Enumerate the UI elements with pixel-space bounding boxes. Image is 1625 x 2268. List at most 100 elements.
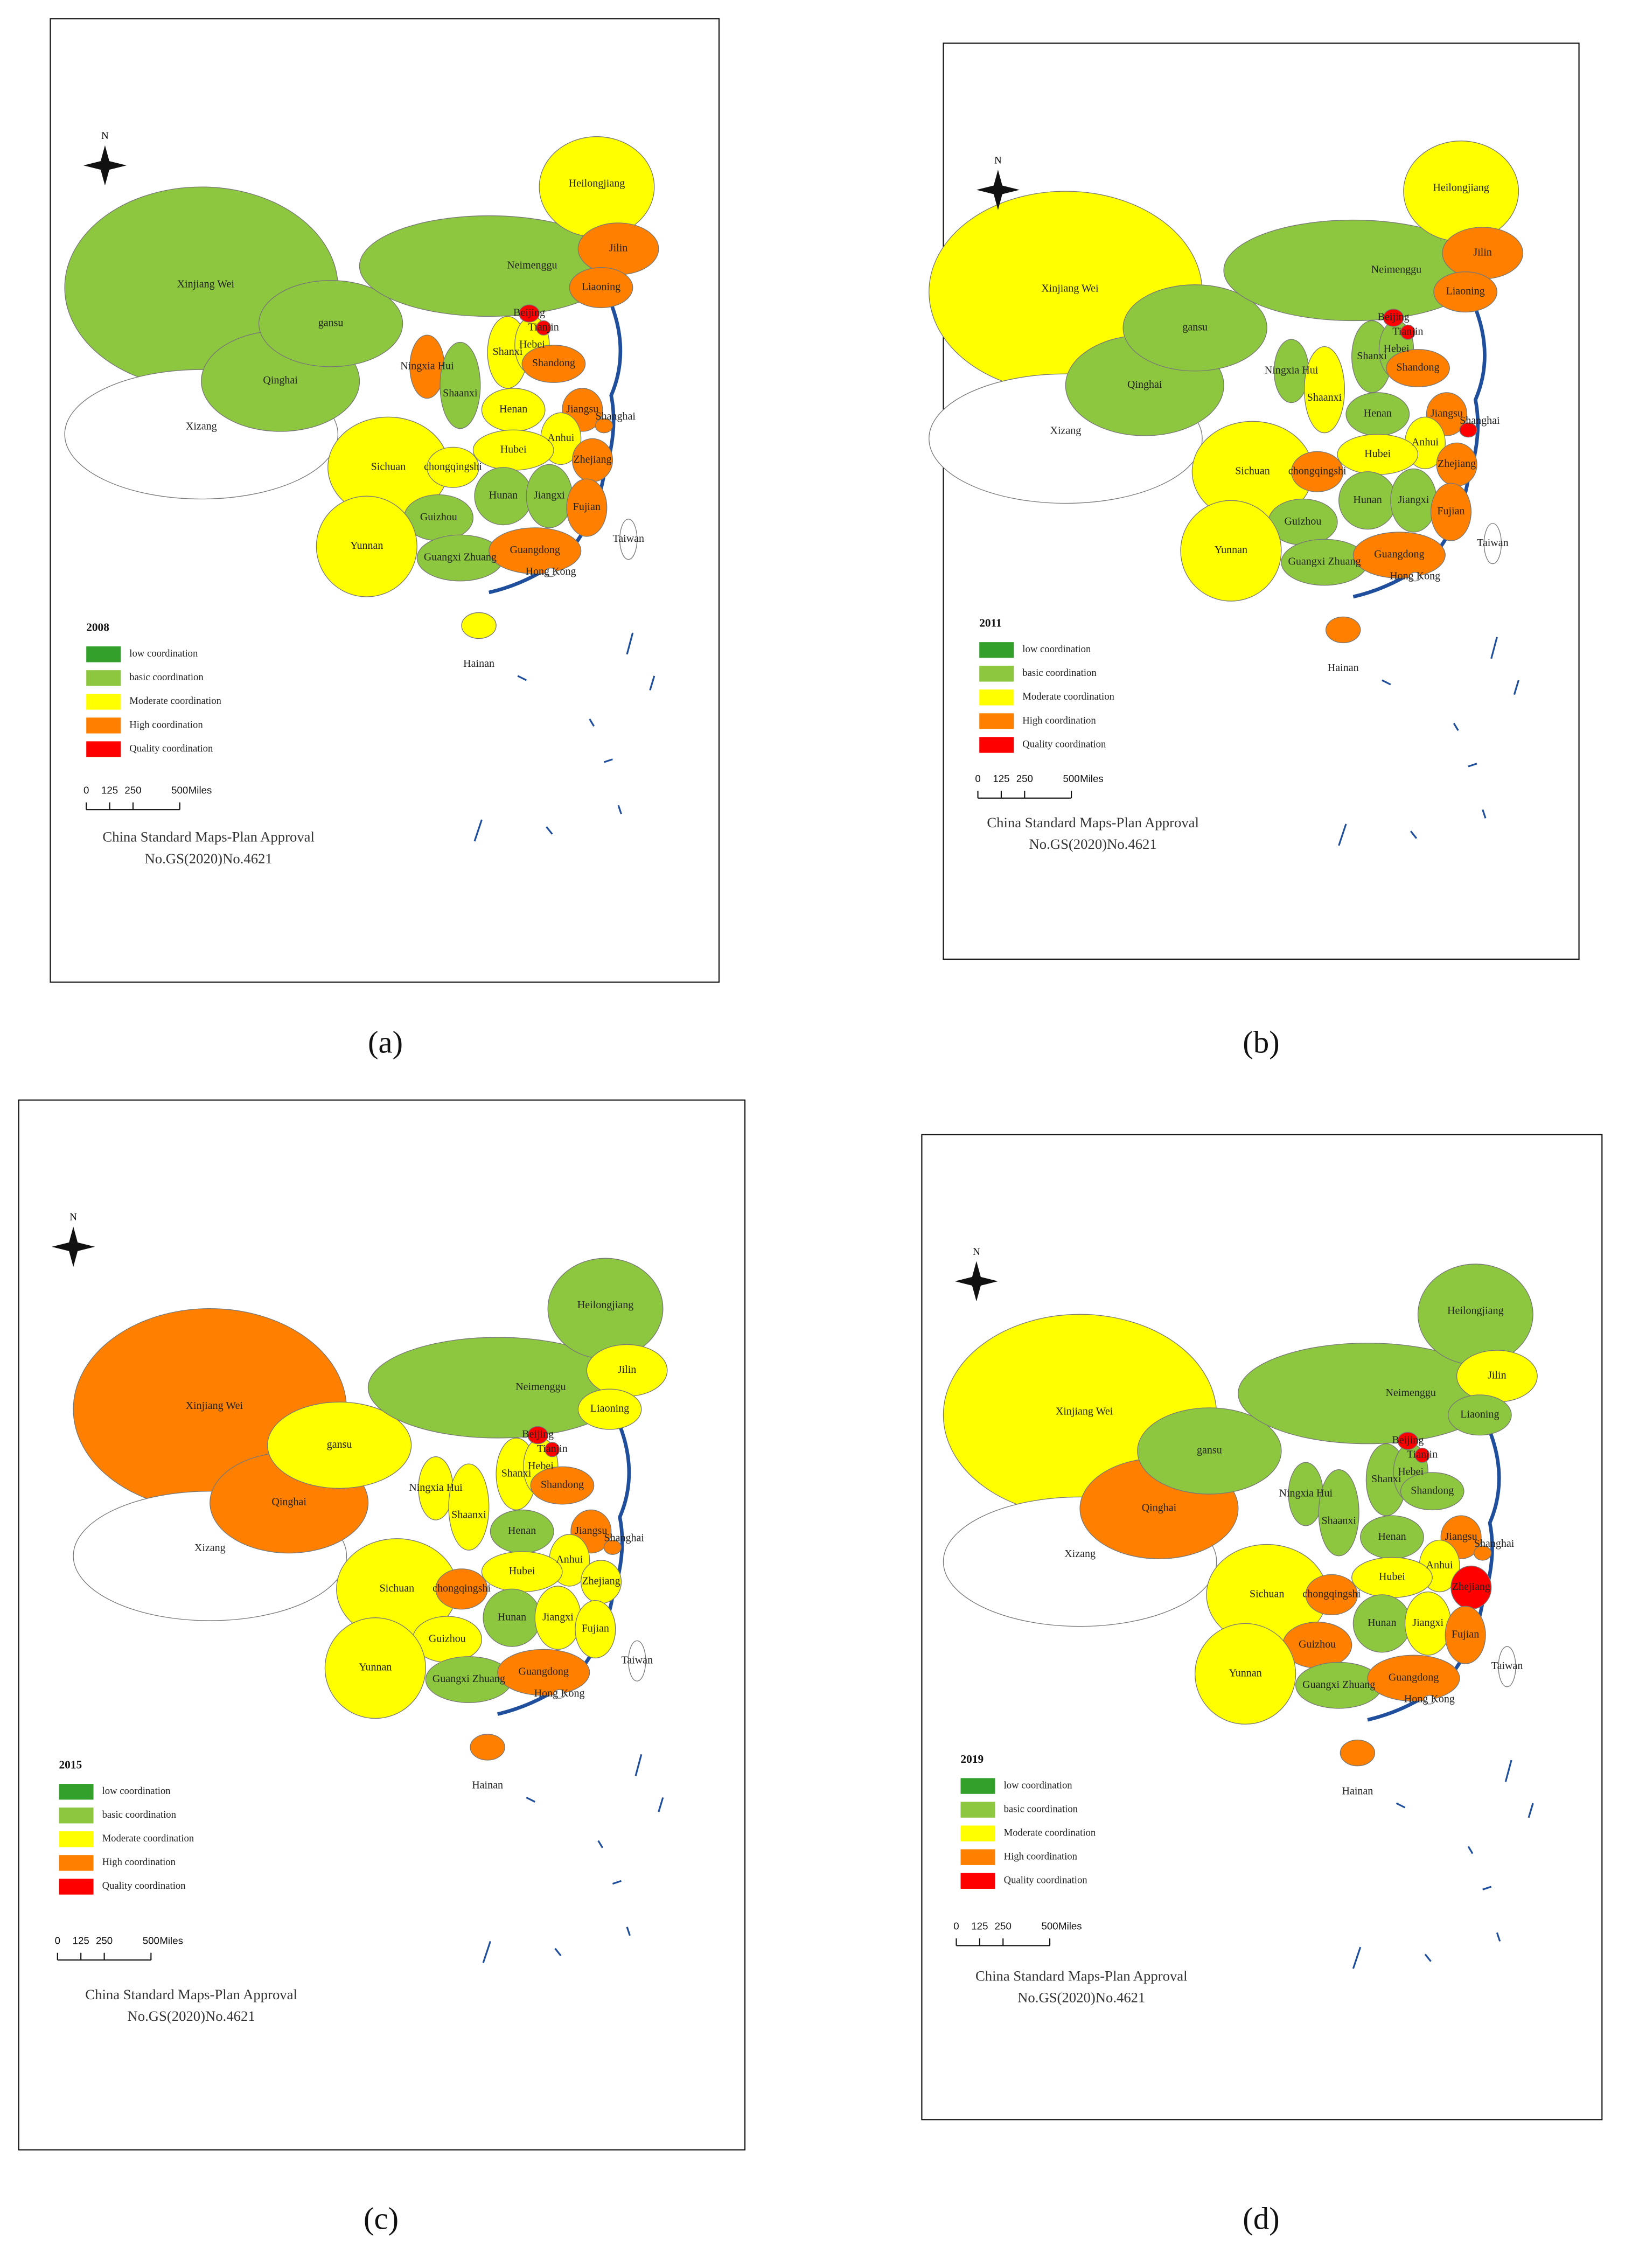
map-panel: Xinjiang Wei Xizang Qinghai gansu Neimenggu H… — [50, 18, 720, 983]
province — [1325, 616, 1361, 644]
island — [526, 1797, 535, 1803]
legend-swatch — [59, 1879, 94, 1895]
province-label: Xizang — [1064, 1548, 1096, 1560]
province-label: Heilongjiang — [577, 1299, 634, 1311]
legend-swatch — [59, 1831, 94, 1847]
province-label: Jilin — [1488, 1370, 1506, 1381]
province-label: Hainan — [1328, 662, 1359, 674]
scale-label: 0 — [953, 1921, 959, 1932]
approval-note: No.GS(2020)No.4621 — [1017, 1989, 1145, 2005]
province — [324, 1617, 426, 1719]
province — [519, 304, 540, 323]
province — [1483, 523, 1502, 564]
province — [545, 567, 557, 577]
island — [1396, 1802, 1406, 1809]
province-label: Anhui — [1412, 436, 1439, 448]
island — [1528, 1803, 1534, 1818]
province-label: Zhejiang — [1438, 458, 1476, 470]
province — [1352, 532, 1446, 579]
province-label: Qinghai — [271, 1496, 306, 1508]
province — [521, 345, 586, 383]
province-label: chongqingshi — [1288, 465, 1347, 477]
province-label: Guangdong — [1374, 548, 1424, 560]
province — [1447, 1394, 1512, 1436]
map: Xinjiang Wei Xizang Qinghai gansu Neimenggu H… — [73, 1258, 668, 1963]
legend-swatch — [960, 1873, 995, 1889]
province — [603, 1539, 622, 1555]
province-label: Taiwan — [612, 533, 644, 545]
province-label: Shaanxi — [1321, 1515, 1356, 1526]
scale-unit: Miles — [189, 784, 212, 795]
legend-year: 2019 — [961, 1753, 984, 1765]
map-panel: Xinjiang Wei Xizang Qinghai gansu Neimenggu H… — [921, 1134, 1603, 2120]
legend-swatch — [979, 737, 1014, 753]
legend-label: High coordination — [102, 1857, 176, 1868]
province — [461, 612, 497, 639]
province-label: Jiangsu — [1431, 408, 1463, 420]
province — [1445, 1606, 1486, 1664]
legend-swatch — [960, 1778, 995, 1794]
province-label: Guizhou — [429, 1632, 466, 1644]
scale-label: 0 — [55, 1935, 60, 1946]
island — [634, 1754, 643, 1776]
province-label: Hubei — [1364, 448, 1391, 459]
province-label: Sichuan — [1235, 465, 1270, 477]
province-label: Fujian — [582, 1623, 609, 1635]
province-label: Heilongjiang — [569, 177, 625, 189]
province-label: Taiwan — [621, 1654, 653, 1666]
province-label: Tianjin — [1392, 325, 1423, 337]
province-label: Shandong — [1396, 361, 1439, 373]
legend-swatch — [59, 1855, 94, 1871]
province-label: Qinghai — [1142, 1502, 1177, 1513]
province-label: Anhui — [547, 432, 574, 444]
province — [1305, 1574, 1358, 1616]
province-label: Ningxia Hui — [1265, 364, 1319, 376]
province — [448, 1463, 490, 1551]
approval-note: China Standard Maps-Plan Approval — [85, 1986, 297, 2002]
province-label: Jiangxi — [1412, 1617, 1443, 1629]
island — [1467, 1846, 1474, 1854]
province — [316, 496, 417, 597]
province-label: Hunan — [1368, 1617, 1396, 1629]
province-label: Yunnan — [1229, 1667, 1262, 1679]
province — [619, 519, 638, 560]
legend-swatch — [960, 1825, 995, 1841]
province-label: Guangdong — [519, 1666, 569, 1678]
province-label: Hainan — [472, 1779, 503, 1791]
island — [603, 758, 613, 763]
province-label: Guizhou — [1284, 515, 1321, 527]
island — [517, 675, 527, 681]
province-label: Neimenggu — [515, 1381, 566, 1393]
province-label: Sichuan — [1250, 1588, 1284, 1600]
province-label: Neimenggu — [1371, 264, 1421, 276]
legend-swatch — [979, 713, 1014, 729]
province-label: Jiangsu — [575, 1525, 607, 1537]
province-label: Henan — [499, 403, 527, 415]
province-label: Neimenggu — [1385, 1387, 1435, 1399]
province — [1122, 284, 1267, 372]
compass-n: N — [101, 130, 109, 142]
province — [258, 280, 403, 367]
province — [566, 478, 608, 537]
province-label: Hainan — [1342, 1785, 1373, 1797]
province — [1367, 1655, 1460, 1702]
province-label: Tianjin — [528, 321, 559, 333]
province-label: Hebei — [1398, 1466, 1424, 1478]
province — [1400, 324, 1415, 340]
legend-year: 2011 — [979, 617, 1002, 630]
province-label: Guangdong — [510, 544, 560, 556]
legend-label: basic coordination — [102, 1809, 177, 1820]
province-label: Shaanxi — [451, 1509, 486, 1521]
province-label: Qinghai — [263, 374, 298, 386]
legend-swatch — [86, 670, 121, 686]
province-label: Liaoning — [582, 281, 620, 293]
province — [1386, 349, 1450, 387]
province-label: Xinjiang Wei — [1041, 282, 1099, 294]
island — [1496, 1932, 1501, 1942]
island — [658, 1797, 664, 1812]
province-label: Hunan — [489, 490, 518, 501]
province-label: Guangxi Zhuang — [1302, 1679, 1375, 1691]
province-label: Hong Kong — [526, 566, 576, 577]
province — [1303, 346, 1345, 434]
province-label: Liaoning — [1446, 285, 1485, 297]
